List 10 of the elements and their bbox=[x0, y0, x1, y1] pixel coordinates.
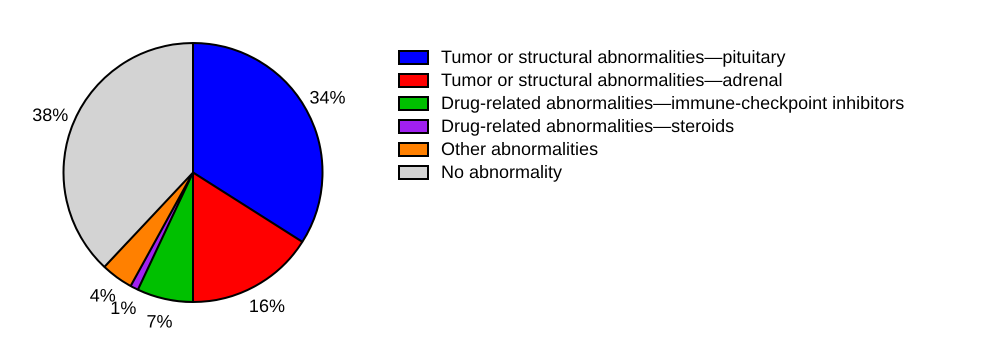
data-label: 34% bbox=[309, 88, 346, 108]
legend-label: Tumor or structural abnormalities—adrenal bbox=[441, 69, 782, 92]
legend-label: Drug-related abnormalities—steroids bbox=[441, 115, 734, 138]
legend-label: Other abnormalities bbox=[441, 138, 598, 161]
data-label: 7% bbox=[146, 311, 173, 332]
data-label: 38% bbox=[32, 104, 68, 125]
legend-label: Tumor or structural abnormalities—pituitary bbox=[441, 46, 786, 69]
legend-label: No abnormality bbox=[441, 161, 562, 184]
data-label: 16% bbox=[248, 296, 285, 316]
legend-label: Drug-related abnormalities—immune-checkpoint inhibitors bbox=[441, 92, 904, 115]
